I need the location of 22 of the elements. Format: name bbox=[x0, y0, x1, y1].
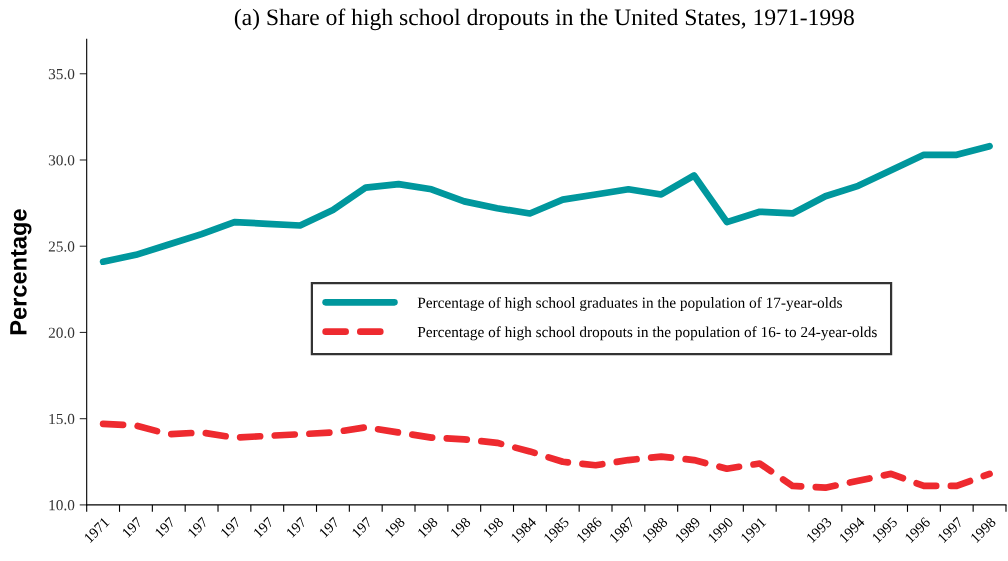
x-tick-label: 197 bbox=[121, 516, 143, 538]
x-tick-label: 197 bbox=[253, 516, 275, 538]
x-tick-label: 198 bbox=[482, 516, 504, 538]
legend-label: Percentage of high school graduates in the population of 17-year-olds bbox=[417, 296, 842, 312]
x-tick-label: 197 bbox=[154, 516, 176, 538]
y-tick-label: 20.0 bbox=[48, 327, 75, 338]
x-tick-label: 197 bbox=[187, 516, 209, 538]
y-tick-label: 10.0 bbox=[49, 500, 75, 511]
y-tick-label: 15.0 bbox=[49, 413, 75, 425]
x-tick-label: 197 bbox=[285, 516, 308, 538]
x-tick-label: 198 bbox=[449, 516, 472, 538]
y-tick-label: 30.0 bbox=[48, 155, 75, 166]
x-tick-label: 197 bbox=[318, 516, 340, 538]
y-axis-title: Percentage bbox=[10, 209, 32, 335]
chart-title: (a) Share of high school dropouts in the United States, 1971-1998 bbox=[234, 8, 854, 31]
x-tick-label: 198 bbox=[384, 516, 406, 538]
y-tick-label: 25.0 bbox=[48, 241, 75, 252]
legend-label: Percentage of high school dropouts in the population of 16- to 24-year-olds bbox=[417, 326, 877, 341]
x-tick-label: 198 bbox=[417, 516, 439, 538]
x-tick-label: 197 bbox=[220, 516, 242, 538]
x-tick-label: 197 bbox=[351, 516, 373, 538]
y-tick-label: 35.0 bbox=[48, 68, 75, 80]
